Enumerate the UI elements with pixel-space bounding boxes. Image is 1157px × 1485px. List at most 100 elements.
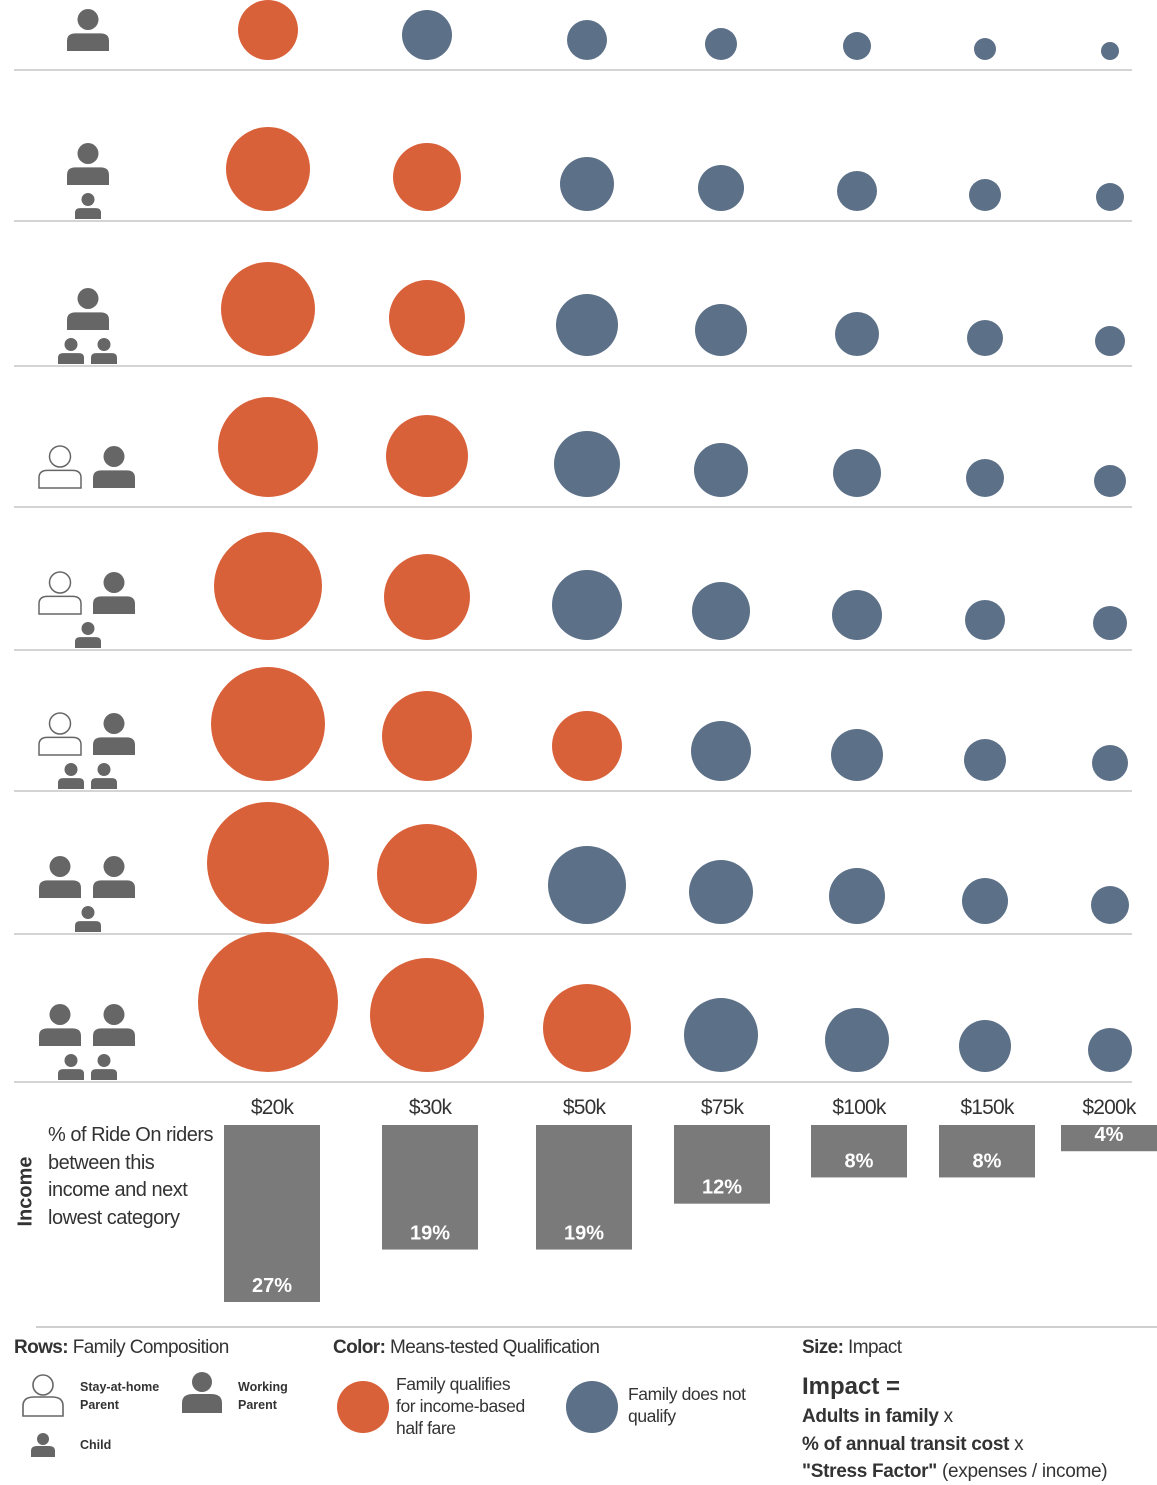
not-qualifies-label: Family does not qualify	[628, 1384, 746, 1426]
bar-description: % of Ride On riders between this income …	[48, 1124, 214, 1229]
rider-share-bars: $20k $30k $50k $75k $100k $150k $200k 27% 19% 19%…	[224, 1096, 1157, 1302]
working-parent-icon	[39, 856, 81, 898]
family-row	[14, 802, 1132, 935]
bubble-not-qualifies	[833, 449, 881, 497]
bubble-qualifies	[221, 262, 315, 356]
bubble-not-qualifies	[1092, 745, 1128, 781]
working-parent-icon	[39, 1004, 81, 1046]
bubble-not-qualifies	[695, 304, 747, 356]
child-icon	[75, 622, 101, 648]
child-icon	[31, 1433, 55, 1457]
impact-line-1: Adults in family x	[802, 1406, 953, 1427]
rider-share-value: 19%	[410, 1223, 450, 1245]
bubble-not-qualifies	[691, 721, 751, 781]
bubble-not-qualifies	[684, 998, 758, 1072]
family-row	[14, 667, 1132, 792]
bubble-qualifies	[226, 127, 310, 211]
bubble-not-qualifies	[967, 320, 1003, 356]
child-icon	[91, 338, 117, 364]
working-parent-icon	[67, 9, 109, 51]
bubble-not-qualifies	[965, 600, 1005, 640]
stay-at-home-label: Stay-at-home Parent	[80, 1380, 160, 1412]
bubble-not-qualifies	[402, 10, 452, 60]
bubble-qualifies	[543, 984, 631, 1072]
working-parent-icon	[93, 713, 135, 755]
bubble-not-qualifies	[959, 1020, 1011, 1072]
working-parent-label: Working Parent	[238, 1380, 288, 1412]
family-row	[14, 932, 1132, 1083]
rider-share-bar	[1061, 1125, 1157, 1152]
family-row	[14, 127, 1132, 222]
chart-rows	[14, 0, 1132, 1083]
impact-line-2: % of annual transit cost x	[802, 1434, 1024, 1455]
income-tick-label: $150k	[960, 1096, 1015, 1119]
rider-share-value: 12%	[702, 1177, 742, 1199]
bubble-qualifies	[377, 824, 477, 924]
stay-at-home-parent-icon	[22, 1374, 64, 1417]
child-label: Child	[80, 1438, 112, 1452]
income-tick-label: $75k	[701, 1096, 745, 1119]
family-composition-icons	[67, 143, 109, 219]
family-composition-icons	[39, 1004, 135, 1080]
bubble-not-qualifies	[556, 294, 618, 356]
bubble-not-qualifies	[835, 312, 879, 356]
bubble-qualifies	[384, 554, 470, 640]
rider-share-value: 8%	[973, 1150, 1002, 1172]
income-tick-label: $100k	[832, 1096, 887, 1119]
stay-at-home-parent-icon	[38, 571, 82, 615]
bubble-qualifies	[370, 958, 484, 1072]
legend-color-title: Color: Means-tested Qualification	[333, 1337, 600, 1358]
rider-share-value: 19%	[564, 1223, 604, 1245]
bubble-not-qualifies	[560, 157, 614, 211]
bubble-not-qualifies	[1095, 326, 1125, 356]
not-qualifies-swatch	[566, 1381, 618, 1433]
qualifies-swatch	[337, 1381, 389, 1433]
bubble-not-qualifies	[1091, 886, 1129, 924]
impact-heading: Impact =	[802, 1373, 901, 1400]
bubble-qualifies	[198, 932, 338, 1072]
working-parent-icon	[93, 856, 135, 898]
bubble-not-qualifies	[974, 38, 996, 60]
bubble-not-qualifies	[567, 20, 607, 60]
income-axis-label: Income	[14, 1156, 37, 1227]
bubble-not-qualifies	[966, 459, 1004, 497]
legend-rows-title: Rows: Family Composition	[14, 1337, 229, 1358]
bubble-not-qualifies	[829, 868, 885, 924]
bubble-not-qualifies	[554, 431, 620, 497]
stay-at-home-parent-icon	[38, 445, 82, 489]
bubble-qualifies	[218, 397, 318, 497]
bubble-not-qualifies	[832, 590, 882, 640]
child-icon	[91, 1054, 117, 1080]
income-tick-label: $50k	[563, 1096, 607, 1119]
bubble-qualifies	[552, 711, 622, 781]
stay-at-home-parent-icon	[38, 712, 82, 756]
working-parent-icon	[67, 143, 109, 185]
bubble-not-qualifies	[1094, 465, 1126, 497]
rider-share-value: 8%	[845, 1150, 874, 1172]
bubble-not-qualifies	[1088, 1028, 1132, 1072]
family-composition-icons	[38, 712, 135, 789]
bubble-not-qualifies	[831, 729, 883, 781]
working-parent-icon	[67, 288, 109, 330]
rider-share-bar	[224, 1125, 320, 1302]
bubble-not-qualifies	[692, 582, 750, 640]
income-tick-label: $200k	[1082, 1096, 1137, 1119]
income-tick-label: $30k	[409, 1096, 453, 1119]
rider-share-bar	[536, 1125, 632, 1250]
bubble-qualifies	[393, 143, 461, 211]
child-icon	[58, 338, 84, 364]
bubble-not-qualifies	[837, 171, 877, 211]
bubble-qualifies	[211, 667, 325, 781]
bubble-not-qualifies	[843, 32, 871, 60]
rider-share-bar	[674, 1125, 770, 1204]
impact-line-3: "Stress Factor" (expenses / income)	[802, 1461, 1108, 1482]
rider-share-bar	[811, 1125, 907, 1178]
bubble-not-qualifies	[1101, 42, 1119, 60]
rider-share-value: 27%	[252, 1275, 292, 1297]
family-composition-icons	[67, 9, 109, 51]
bubble-not-qualifies	[969, 179, 1001, 211]
bubble-not-qualifies	[962, 878, 1008, 924]
bubble-not-qualifies	[1093, 606, 1127, 640]
working-parent-icon	[93, 446, 135, 488]
